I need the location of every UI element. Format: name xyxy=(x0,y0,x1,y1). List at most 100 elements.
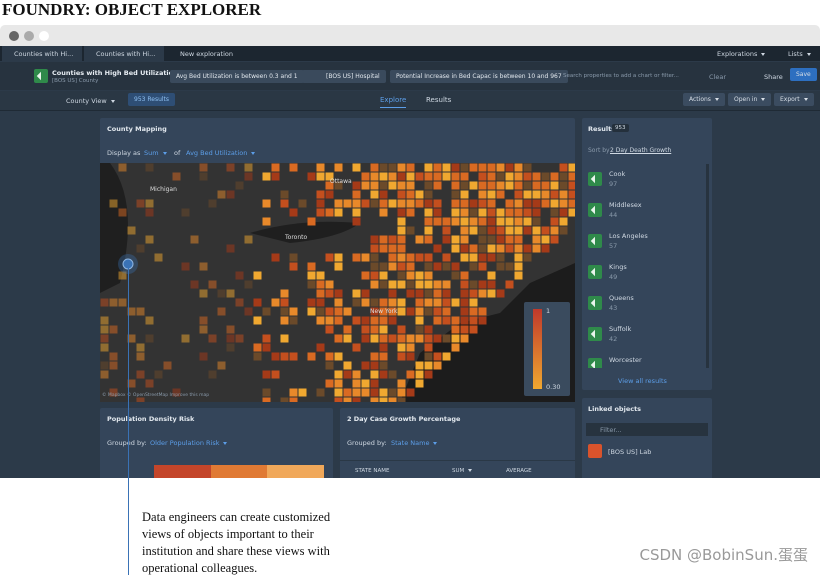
map-tile xyxy=(109,361,118,370)
map-tile xyxy=(199,172,208,181)
filter-input[interactable]: Filter... xyxy=(586,423,708,436)
view-all-link[interactable]: View all results xyxy=(618,377,667,385)
map-tile xyxy=(451,190,460,199)
save-button[interactable]: Save xyxy=(790,68,817,81)
property-select[interactable]: Avg Bed Utilization xyxy=(186,149,255,157)
export-button[interactable]: Export xyxy=(774,93,814,106)
map-tile xyxy=(496,217,505,226)
map-tile xyxy=(424,298,433,307)
map-tile xyxy=(298,388,307,397)
map-tile xyxy=(226,190,235,199)
map[interactable]: Ottawa Toronto Michigan New York xyxy=(100,163,575,402)
map-tile xyxy=(379,280,388,289)
aggregation-select[interactable]: Sum xyxy=(144,149,167,157)
map-tile xyxy=(352,316,361,325)
group-select[interactable]: Older Population Risk xyxy=(150,439,227,447)
map-tile xyxy=(244,172,253,181)
group-select[interactable]: State Name xyxy=(391,439,437,447)
map-tile xyxy=(316,172,325,181)
view-select[interactable]: County View xyxy=(66,97,115,105)
map-tile xyxy=(568,163,575,172)
map-tile xyxy=(352,370,361,379)
map-tile xyxy=(469,163,478,172)
result-name[interactable]: Los Angeles xyxy=(609,232,648,240)
annotation: Data engineers can create customized vie… xyxy=(142,509,330,577)
browser-tab[interactable]: Counties with Hi... xyxy=(84,46,164,61)
clear-button[interactable]: Clear xyxy=(709,73,726,81)
map-tile xyxy=(460,334,469,343)
map-tile xyxy=(280,199,289,208)
map-tile xyxy=(406,163,415,172)
map-tile xyxy=(469,298,478,307)
result-name[interactable]: Suffolk xyxy=(609,325,632,333)
map-tile xyxy=(424,235,433,244)
filter-chip[interactable]: [BOS US] Hospital xyxy=(302,70,386,83)
result-icon xyxy=(588,203,602,217)
map-tile xyxy=(433,307,442,316)
map-tile xyxy=(559,163,568,172)
map-tile xyxy=(379,172,388,181)
browser-tab[interactable]: Counties with Hi... xyxy=(2,46,82,61)
map-tile xyxy=(406,199,415,208)
map-tile xyxy=(442,262,451,271)
map-tile xyxy=(406,289,415,298)
map-tile xyxy=(406,271,415,280)
result-name[interactable]: Middlesex xyxy=(609,201,642,209)
actions-button[interactable]: Actions xyxy=(683,93,725,106)
map-tile xyxy=(532,190,541,199)
column-header[interactable]: SUM xyxy=(452,468,472,474)
share-button[interactable]: Share xyxy=(764,73,783,81)
map-tile xyxy=(451,316,460,325)
sort-select[interactable]: 2 Day Death Growth xyxy=(610,147,672,154)
map-tile xyxy=(352,343,361,352)
explore-tab[interactable]: Explore xyxy=(380,96,407,108)
map-tile xyxy=(307,172,316,181)
map-tile xyxy=(271,298,280,307)
place-label: New York xyxy=(370,308,398,315)
filter-chip[interactable]: Avg Bed Utilization is between 0.3 and 1 xyxy=(170,70,304,83)
results-count[interactable]: 953 Results xyxy=(128,93,176,106)
legend-max: 1 xyxy=(546,307,551,315)
map-tile xyxy=(550,217,559,226)
map-tile xyxy=(334,370,343,379)
map-tile xyxy=(514,244,523,253)
map-tile xyxy=(343,361,352,370)
map-tile xyxy=(325,190,334,199)
map-tile xyxy=(388,172,397,181)
map-lake xyxy=(250,221,360,243)
map-tile xyxy=(109,199,118,208)
map-tile xyxy=(460,298,469,307)
map-tile xyxy=(406,343,415,352)
map-tile xyxy=(352,181,361,190)
map-tile xyxy=(532,235,541,244)
panel-title: 2 Day Case Growth Percentage xyxy=(347,415,461,423)
result-name[interactable]: Queens xyxy=(609,294,634,302)
map-tile xyxy=(550,190,559,199)
search-input[interactable]: Search properties to add a chart or filt… xyxy=(563,73,679,79)
menu[interactable]: Lists xyxy=(788,50,811,58)
map-tile xyxy=(379,262,388,271)
result-name[interactable]: Worcester xyxy=(609,356,642,364)
map-tile xyxy=(451,343,460,352)
browser-tab[interactable]: New exploration xyxy=(180,50,233,58)
map-tile xyxy=(127,307,136,316)
map-tile xyxy=(379,370,388,379)
result-value: 44 xyxy=(609,211,618,219)
map-tile xyxy=(343,307,352,316)
linked-panel: Linked objects Filter... [BOS US] Lab xyxy=(582,398,712,478)
result-name[interactable]: Kings xyxy=(609,263,627,271)
filter-chip[interactable]: Potential Increase in Bed Capac is betwe… xyxy=(390,70,568,83)
open-in-button[interactable]: Open in xyxy=(728,93,772,106)
linked-item[interactable]: [BOS US] Lab xyxy=(608,448,652,456)
map-tile xyxy=(487,181,496,190)
map-tile xyxy=(352,217,361,226)
map-tile xyxy=(280,397,289,402)
map-tile xyxy=(397,397,406,402)
results-tab[interactable]: Results xyxy=(426,96,452,104)
map-tile xyxy=(235,298,244,307)
map-tile xyxy=(433,262,442,271)
result-name[interactable]: Cook xyxy=(609,170,626,178)
menu[interactable]: Explorations xyxy=(717,50,765,58)
map-tile xyxy=(262,388,271,397)
map-tile xyxy=(316,388,325,397)
